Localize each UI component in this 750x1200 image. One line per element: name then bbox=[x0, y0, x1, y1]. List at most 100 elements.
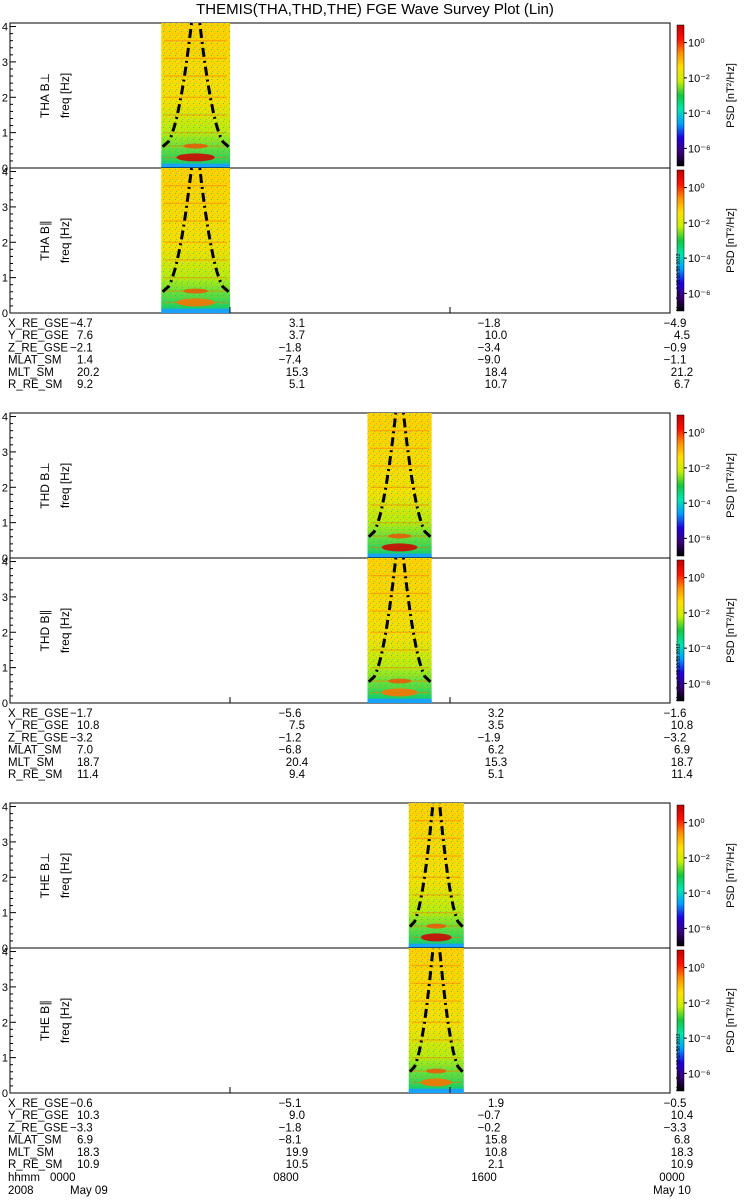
low-frequency-band bbox=[161, 163, 230, 168]
gyrofrequency-curve bbox=[408, 802, 435, 928]
emission-hotspot bbox=[388, 678, 412, 684]
ephemeris-row-name: Y_RE_GSE bbox=[8, 330, 69, 342]
ephemeris-value: −7.4 bbox=[279, 355, 302, 367]
ephemeris-row-name: MLAT_SM bbox=[8, 1135, 61, 1147]
harmonic-streak bbox=[370, 504, 429, 506]
harmonic-streak bbox=[164, 277, 227, 279]
colorbar-tick-label: 10⁻⁶ bbox=[688, 288, 711, 300]
ephemeris-value: −0.9 bbox=[664, 342, 687, 354]
y-tick-label: 4 bbox=[2, 412, 8, 424]
ephemeris-value: 19.9 bbox=[286, 1147, 308, 1159]
colorbar-tick-label: 10⁻⁴ bbox=[688, 253, 711, 265]
ephemeris-value: 2.1 bbox=[488, 1159, 504, 1171]
ephemeris-value: −1.7 bbox=[70, 708, 93, 720]
gyrofrequency-curve bbox=[438, 947, 464, 1073]
harmonic-streak bbox=[164, 40, 227, 42]
y-tick-label: 1 bbox=[2, 518, 8, 530]
date-label: 2008 bbox=[8, 1185, 34, 1197]
ephemeris-value: 18.4 bbox=[485, 367, 508, 379]
spectrogram-panel: 0 1 2 3 4 THA B∥ freq [Hz] 10⁰ 10⁻² 10⁻⁴ 10⁻⁶ PSD [… bbox=[2, 167, 737, 320]
ephemeris-value: 11.4 bbox=[77, 769, 99, 781]
colorbar-tick-label: 10⁻⁴ bbox=[688, 108, 711, 120]
y-tick-label: 4 bbox=[2, 557, 8, 569]
ephemeris-value: 3.7 bbox=[289, 330, 305, 342]
ephemeris-value: 15.3 bbox=[485, 757, 507, 769]
y-axis-label: freq [Hz] bbox=[58, 218, 72, 263]
ephemeris-value: −0.7 bbox=[478, 1110, 501, 1122]
ephemeris-row-name: R_RE_SM bbox=[8, 379, 62, 391]
spectrogram-panel: 0 1 2 3 4 THD B⊥ freq [Hz] 10⁰ 10⁻² 10⁻⁴ 10⁻⁶ PSD [… bbox=[2, 412, 737, 565]
colorbar-label: PSD [nT²/Hz] bbox=[725, 598, 737, 663]
harmonic-streak bbox=[370, 447, 429, 449]
colorbar-tick-label: 10⁻⁶ bbox=[688, 533, 711, 545]
harmonic-streak bbox=[164, 220, 227, 222]
creation-stamp: Mon Sep 3 15:10:58 2012 bbox=[676, 253, 682, 311]
panel-label: THE B⊥ bbox=[38, 853, 52, 899]
harmonic-streak bbox=[411, 912, 461, 914]
colorbar-tick-label: 10⁻² bbox=[688, 998, 710, 1010]
gyrofrequency-curve bbox=[367, 412, 398, 538]
gyrofrequency-curve bbox=[408, 947, 435, 1073]
harmonic-streak bbox=[164, 202, 227, 204]
colorbar-tick-label: 10⁰ bbox=[688, 38, 705, 50]
ephemeris-value: −5.6 bbox=[279, 708, 302, 720]
harmonic-streak bbox=[411, 965, 461, 967]
ephemeris-value: 18.7 bbox=[77, 757, 99, 769]
ephemeris-value: −0.5 bbox=[664, 1098, 687, 1110]
x-axis-label: hhmm bbox=[8, 1172, 40, 1184]
y-tick-label: 0 bbox=[2, 943, 8, 955]
low-frequency-band bbox=[367, 553, 432, 558]
ephemeris-value: 1.9 bbox=[488, 1098, 504, 1110]
figure-title: THEMIS(THA,THD,THE) FGE Wave Survey Plot… bbox=[196, 1, 554, 18]
ephemeris-value: 6.8 bbox=[674, 1135, 690, 1147]
ephemeris-row-name: R_RE_SM bbox=[8, 1159, 62, 1171]
colorbar-tick-label: 10⁰ bbox=[688, 963, 705, 975]
y-tick-label: 3 bbox=[2, 202, 8, 214]
ephemeris-value: 15.3 bbox=[286, 367, 308, 379]
ephemeris-value: 10.5 bbox=[286, 1159, 308, 1171]
ephemeris-value: −4.7 bbox=[70, 318, 93, 330]
y-tick-label: 1 bbox=[2, 273, 8, 285]
emission-hotspot bbox=[420, 1078, 452, 1087]
spectrogram-panel: 0 1 2 3 4 THE B⊥ freq [Hz] 10⁰ 10⁻² 10⁻⁴ 10⁻⁶ PSD [… bbox=[2, 802, 737, 955]
ephemeris-value: 10.8 bbox=[485, 1147, 507, 1159]
y-axis-label: freq [Hz] bbox=[58, 608, 72, 653]
harmonic-streak bbox=[411, 876, 461, 878]
creation-stamp: Mon Sep 3 15:10:58 2012 bbox=[676, 1033, 682, 1091]
colorbar-tick-label: 10⁰ bbox=[688, 573, 705, 585]
panel-frame bbox=[9, 802, 671, 949]
x-tick-label: 0000 bbox=[50, 1172, 76, 1184]
emission-hotspot bbox=[176, 153, 215, 162]
colorbar bbox=[676, 169, 685, 312]
gyrofrequency-curve bbox=[161, 167, 193, 293]
ephemeris-value: 5.1 bbox=[289, 379, 305, 391]
colorbar-tick-label: 10⁻² bbox=[688, 608, 710, 620]
ephemeris-value: 7.6 bbox=[77, 330, 93, 342]
emission-hotspot bbox=[381, 543, 418, 552]
harmonic-streak bbox=[164, 57, 227, 59]
ephemeris-value: 7.5 bbox=[289, 720, 305, 732]
colorbar-tick-label: 10⁻⁴ bbox=[688, 643, 711, 655]
harmonic-streak bbox=[411, 1021, 461, 1023]
y-tick-label: 3 bbox=[2, 592, 8, 604]
colorbar-tick-label: 10⁻⁴ bbox=[688, 888, 711, 900]
panel-frame bbox=[9, 412, 671, 559]
ephemeris-value: 20.2 bbox=[77, 367, 99, 379]
ephemeris-value: 6.2 bbox=[488, 745, 504, 757]
ephemeris-row-name: Z_RE_GSE bbox=[8, 1122, 68, 1134]
harmonic-streak bbox=[411, 820, 461, 822]
colorbar-tick-label: 10⁰ bbox=[688, 183, 705, 195]
ephemeris-value: −5.1 bbox=[279, 1098, 302, 1110]
harmonic-streak bbox=[411, 1000, 461, 1002]
y-tick-label: 1 bbox=[2, 128, 8, 140]
emission-hotspot bbox=[426, 923, 447, 929]
ephemeris-row-name: R_RE_SM bbox=[8, 769, 62, 781]
colorbar bbox=[676, 414, 685, 557]
ephemeris-value: 10.7 bbox=[485, 379, 507, 391]
x-tick-label: 1600 bbox=[471, 1172, 497, 1184]
y-tick-label: 2 bbox=[2, 237, 8, 249]
colorbar-tick-label: 10⁻⁶ bbox=[688, 143, 711, 155]
colorbar-label: PSD [nT²/Hz] bbox=[725, 843, 737, 908]
panel-label: THA B⊥ bbox=[38, 73, 52, 118]
ephemeris-value: −8.1 bbox=[279, 1135, 302, 1147]
